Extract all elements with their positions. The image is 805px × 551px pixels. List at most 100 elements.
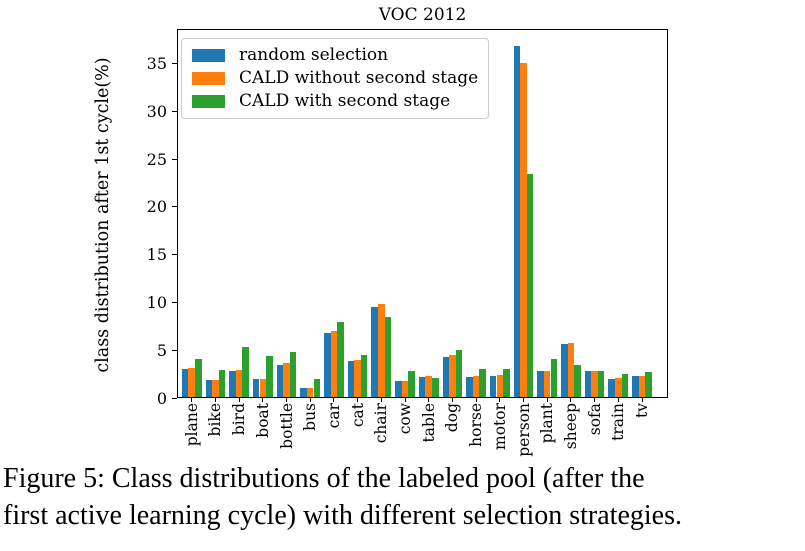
bar-dog-series2 [455,350,463,397]
bar-table-series0 [418,376,426,397]
bar-person-series2 [526,174,534,397]
bar-bus-series1 [306,388,314,397]
x-tick-sofa [594,398,596,402]
x-tick-motor [499,398,501,402]
legend-label-2: CALD with second stage [239,91,451,111]
bar-plant-series1 [543,371,551,397]
bar-cat-series2 [360,354,368,397]
x-tick-plant [546,398,548,402]
x-tick-label-cow: cow [396,403,414,435]
bar-horse-series1 [472,376,480,397]
bar-dog-series0 [442,356,450,397]
bar-bike-series2 [218,370,226,397]
bar-sofa-series2 [597,371,605,397]
bar-boat-series2 [266,355,273,397]
bar-chair-series2 [384,316,392,397]
bar-train-series2 [621,374,629,397]
x-tick-car [333,398,335,402]
bar-horse-series0 [466,376,473,397]
y-tick-35 [172,62,177,64]
x-tick-tv [641,398,643,402]
legend-item-0: random selection [192,44,478,67]
x-tick-label-sofa: sofa [585,403,604,436]
caption-line-2: first active learning cycle) with differ… [3,500,682,531]
bar-sheep-series2 [574,364,581,397]
bar-tv-series1 [638,376,646,397]
y-tick-0 [172,397,177,399]
x-tick-chair [380,398,382,402]
bar-sheep-series0 [561,343,568,397]
y-tick-30 [172,110,177,112]
x-tick-table [428,398,430,402]
x-tick-label-cat: cat [348,403,367,428]
y-tick-label-5: 5 [156,340,167,360]
x-tick-label-chair: chair [372,403,391,444]
bar-dog-series1 [449,354,456,397]
bar-car-series2 [337,322,344,397]
bar-plane-series2 [195,358,202,397]
x-tick-boat [262,398,264,402]
bar-table-series2 [432,377,439,397]
legend-swatch-0 [192,49,225,62]
bar-car-series0 [324,333,331,397]
y-tick-5 [172,349,177,351]
bar-cow-series0 [395,380,402,397]
x-tick-label-horse: horse [467,403,486,447]
x-tick-label-plane: plane [182,403,201,447]
bar-tv-series0 [632,376,639,397]
y-tick-label-20: 20 [146,197,167,217]
figure-caption: Figure 5: Class distributions of the lab… [3,460,803,534]
bar-car-series1 [330,331,338,397]
x-tick-label-bike: bike [206,403,225,437]
bar-cat-series0 [347,360,355,397]
bar-boat-series1 [259,378,267,397]
bar-plant-series2 [550,358,558,397]
bar-bird-series1 [235,370,243,397]
bar-tv-series2 [645,372,652,397]
bar-boat-series0 [252,378,260,397]
bar-motor-series2 [503,369,510,397]
legend-item-2: CALD with second stage [192,90,478,113]
legend-item-1: CALD without second stage [192,67,478,90]
bar-train-series1 [615,377,622,397]
x-tick-train [617,398,619,402]
y-tick-label-10: 10 [146,292,167,312]
bar-bike-series0 [205,379,213,397]
x-tick-label-boat: boat [253,403,272,438]
x-tick-dog [451,398,453,402]
bar-plane-series1 [188,368,195,397]
bar-cow-series2 [408,371,415,397]
bar-bottle-series0 [276,364,284,397]
caption-line-1: Figure 5: Class distributions of the lab… [3,463,645,494]
bar-cat-series1 [354,359,361,397]
bar-bottle-series1 [283,362,290,397]
x-tick-sheep [570,398,572,402]
x-tick-label-sheep: sheep [561,403,580,450]
x-tick-label-tv: tv [633,403,651,418]
x-tick-label-dog: dog [443,403,462,433]
x-tick-label-person: person [514,403,533,457]
x-tick-label-bird: bird [230,403,249,436]
x-tick-label-table: table [419,403,438,443]
x-tick-plane [191,398,193,402]
legend-swatch-2 [192,95,225,108]
y-tick-label-35: 35 [146,53,167,73]
bar-chair-series0 [371,307,378,397]
x-tick-cat [357,398,359,402]
y-tick-label-0: 0 [156,388,167,408]
x-tick-label-car: car [324,403,343,429]
bar-bird-series0 [229,371,236,397]
bar-cow-series1 [401,380,409,397]
bar-sheep-series1 [567,342,575,397]
legend-label-1: CALD without second stage [239,68,479,88]
y-tick-label-25: 25 [146,149,167,169]
y-tick-15 [172,254,177,256]
bar-chair-series1 [378,304,385,397]
x-tick-bus [309,398,311,402]
bar-bus-series0 [300,388,307,397]
x-tick-label-plant: plant [538,403,557,444]
plot-area: random selection CALD without second stag… [177,29,668,398]
bar-horse-series2 [479,369,486,397]
bar-person-series1 [520,63,527,397]
